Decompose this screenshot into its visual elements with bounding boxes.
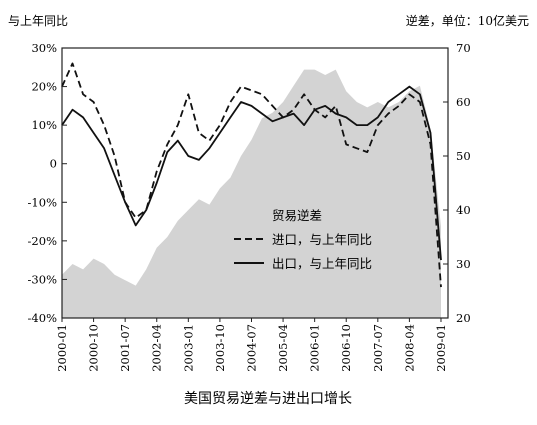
right-tick-label: 30 [456,257,471,271]
x-tick-label: 2006-10 [339,324,353,372]
series-area-deficit [62,69,441,318]
left-tick-label: 20% [31,80,57,94]
left-tick-label: 30% [31,41,57,55]
right-axis-label: 逆差，单位：10亿美元 [406,13,529,28]
legend-label-deficit: 贸易逆差 [272,208,322,223]
x-tick-label: 2002-04 [150,324,164,372]
x-tick-label: 2008-04 [402,324,416,372]
axis-ticks-layer: 30% 20% 10% 0 -10% -20% -30% -40% 70 60 50 40 30 20 20… [28,41,471,372]
x-tick-label: 2001-07 [118,324,132,372]
left-tick-label: 10% [31,118,57,132]
right-tick-label: 40 [456,203,471,217]
right-tick-label: 70 [456,41,471,55]
x-tick-label: 2009-01 [434,324,448,372]
plot-frame-layer [61,47,449,319]
x-tick-label: 2003-10 [213,324,227,372]
legend-area-swatch [234,209,264,221]
plot-frame [61,47,449,319]
left-tick-label: 0 [50,157,57,171]
legend: 贸易逆差 进口，与上年同比 出口，与上年同比 [234,208,372,271]
series-lines-layer [61,62,442,288]
left-tick-label: -10% [28,195,58,209]
left-tick-label: -40% [28,311,58,325]
right-tick-label: 60 [456,95,471,109]
x-tick-label: 2005-04 [276,324,290,372]
x-tick-label: 2003-01 [181,324,195,372]
x-tick-label: 2000-01 [55,324,69,372]
right-tick-label: 20 [456,311,471,325]
legend-label-exports: 出口，与上年同比 [272,256,372,271]
deficit-area-layer [62,69,441,318]
series-line-exports [61,85,442,261]
left-axis-label: 与上年同比 [8,14,68,28]
left-tick-label: -30% [28,272,58,286]
legend-label-imports: 进口，与上年同比 [272,232,372,247]
x-tick-label: 2006-01 [308,324,322,372]
x-tick-label: 2000-10 [87,324,101,372]
right-tick-label: 50 [456,149,471,163]
x-tick-label: 2004-07 [244,324,258,372]
x-tick-label: 2007-07 [371,324,385,372]
chart-caption: 美国贸易逆差与进出口增长 [184,391,352,407]
left-tick-label: -20% [28,234,58,248]
